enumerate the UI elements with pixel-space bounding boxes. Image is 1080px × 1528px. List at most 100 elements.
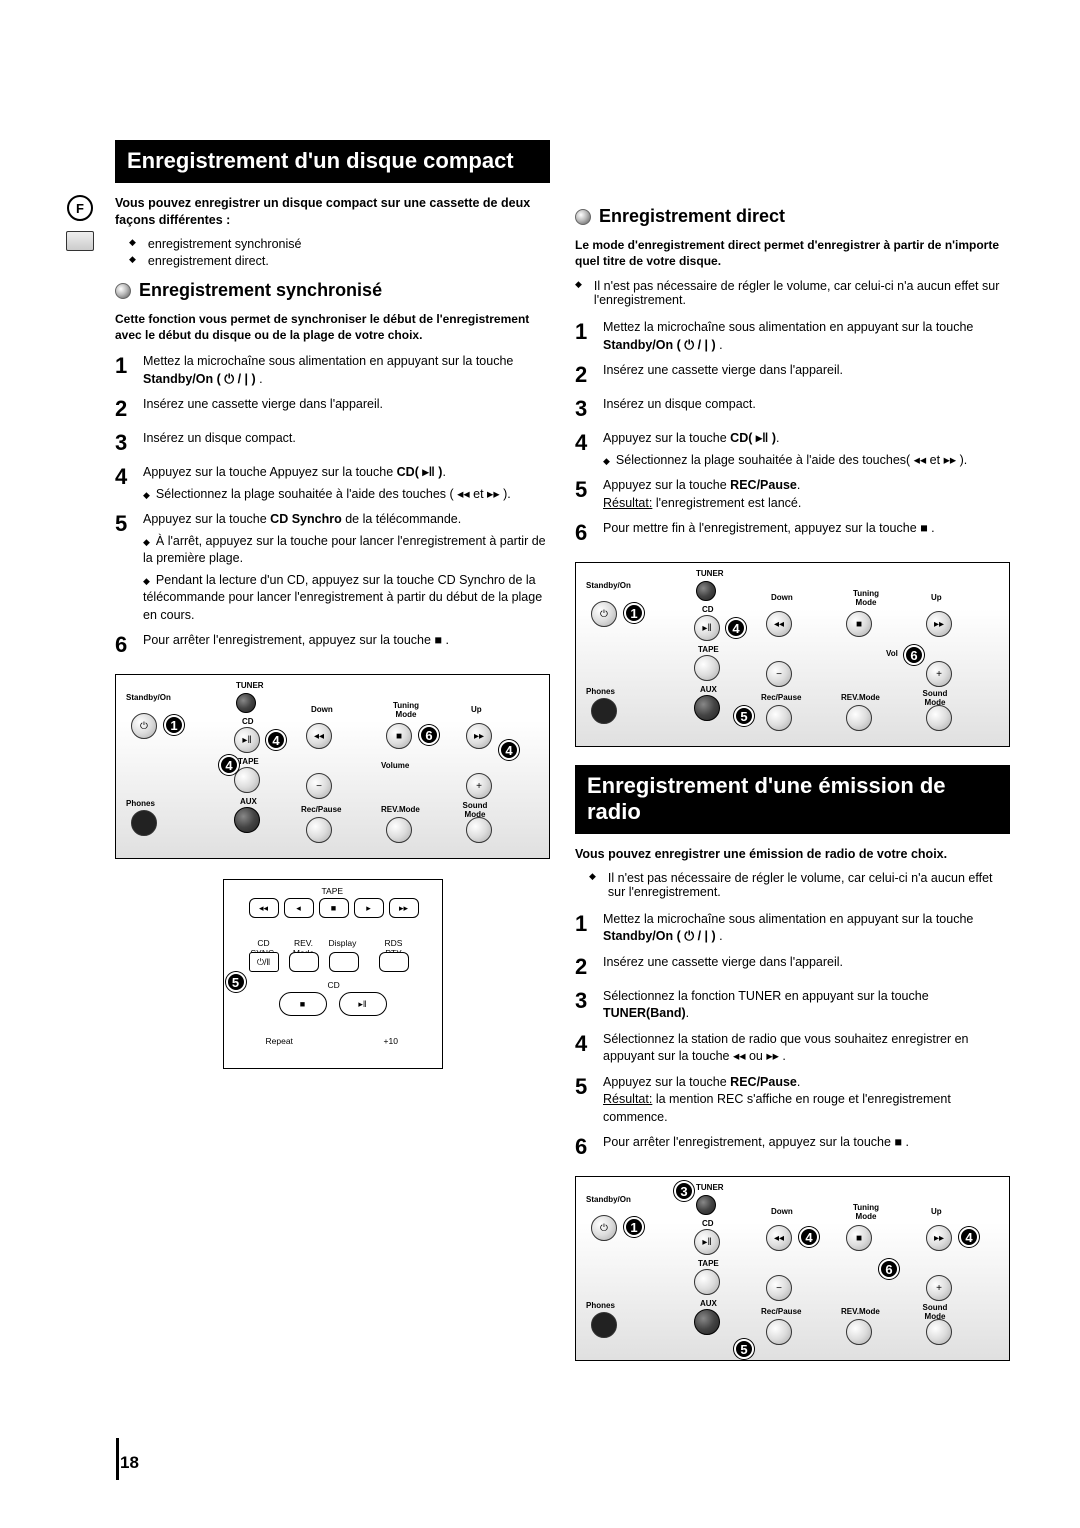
callout: 1 <box>624 1217 644 1237</box>
sub-heading: Enregistrement synchronisé <box>115 280 550 301</box>
panel-btn-rec <box>306 817 332 843</box>
panel-btn-tape <box>694 655 720 681</box>
remote-btn-display <box>329 952 359 972</box>
panel-btn-aux <box>234 807 260 833</box>
callout: 6 <box>419 725 439 745</box>
panel-btn-volplus: + <box>466 773 492 799</box>
panel-label-tuner: TUNER <box>696 569 724 578</box>
steps-direct: 1 Mettez la microchaîne sous alimentatio… <box>575 319 1010 546</box>
panel-btn-volplus: + <box>926 1275 952 1301</box>
step-number: 2 <box>115 396 133 422</box>
page-number: 18 <box>120 1453 139 1473</box>
panel-label-volume: Volume <box>381 761 409 770</box>
remote-btn-cdstop: ■ <box>279 992 327 1016</box>
remote-btn-stop: ■ <box>319 898 349 918</box>
step-number: 3 <box>575 988 593 1023</box>
step-body: Mettez la microchaîne sous alimentation … <box>143 353 550 388</box>
callout: 4 <box>266 730 286 750</box>
panel-btn-aux <box>694 1309 720 1335</box>
panel-btn-prev: ◂◂ <box>766 611 792 637</box>
front-panel-diagram-synchro: Standby/On ⏻ TUNER CD ▸‖ TAPE AUX Phones… <box>115 674 550 859</box>
remote-btn-rw: ◂◂ <box>249 898 279 918</box>
panel-btn-stop: ■ <box>846 1225 872 1251</box>
step-body: Sélectionnez la station de radio que vou… <box>603 1031 1010 1066</box>
callout: 4 <box>726 618 746 638</box>
callout: 1 <box>164 715 184 735</box>
panel-btn-rev <box>386 817 412 843</box>
bullet3d-icon <box>115 283 131 299</box>
panel-label-aux: AUX <box>700 1299 717 1308</box>
remote-label-display: Display <box>329 938 357 948</box>
note: Il n'est pas nécessaire de régler le vol… <box>589 871 1010 899</box>
panel-label-tuning: Tuning Mode <box>391 701 421 719</box>
step-number: 2 <box>575 362 593 388</box>
language-marker-f: F <box>67 195 93 221</box>
step-body: Pour arrêter l'enregistrement, appuyez s… <box>603 1134 1010 1160</box>
callout: 4 <box>499 740 519 760</box>
panel-btn-power: ⏻ <box>591 1215 617 1241</box>
step-body: Pour arrêter l'enregistrement, appuyez s… <box>143 632 550 658</box>
remote-btn-ff: ▸▸ <box>389 898 419 918</box>
panel-btn-sound <box>926 705 952 731</box>
remote-btn-cdsync: ⏻/‖ <box>249 952 279 972</box>
panel-btn-cd: ▸‖ <box>694 615 720 641</box>
callout: 1 <box>624 603 644 623</box>
sub-heading: Enregistrement direct <box>575 206 1010 227</box>
step-body: Mettez la microchaîne sous alimentation … <box>603 319 1010 354</box>
step-number: 3 <box>575 396 593 422</box>
step-number: 1 <box>115 353 133 388</box>
panel-jack-phones <box>591 698 617 724</box>
panel-btn-next: ▸▸ <box>926 611 952 637</box>
step-number: 1 <box>575 911 593 946</box>
step-body: Insérez une cassette vierge dans l'appar… <box>603 362 1010 388</box>
panel-btn-prev: ◂◂ <box>306 723 332 749</box>
step-number: 6 <box>575 1134 593 1160</box>
panel-label-tuner: TUNER <box>696 1183 724 1192</box>
panel-label-tape: TAPE <box>698 1259 719 1268</box>
panel-label-down: Down <box>771 593 793 602</box>
panel-label-rec: Rec/Pause <box>761 1307 801 1316</box>
remote-label-repeat: Repeat <box>266 1036 293 1046</box>
step-number: 1 <box>575 319 593 354</box>
step-body: Insérez un disque compact. <box>143 430 550 456</box>
step-body: Insérez un disque compact. <box>603 396 1010 422</box>
panel-btn-power: ⏻ <box>131 713 157 739</box>
panel-btn-next: ▸▸ <box>926 1225 952 1251</box>
panel-btn-tape <box>234 767 260 793</box>
panel-btn-sound <box>926 1319 952 1345</box>
panel-btn-next: ▸▸ <box>466 723 492 749</box>
panel-label-rev: REV.Mode <box>841 1307 880 1316</box>
step-number: 4 <box>115 464 133 503</box>
callout: 6 <box>904 645 924 665</box>
remote-label-plus10: +10 <box>384 1036 398 1046</box>
panel-label-cd: CD <box>702 605 714 614</box>
step-body: Pour mettre fin à l'enregistrement, appu… <box>603 520 1010 546</box>
panel-label-up: Up <box>931 593 942 602</box>
panel-label-up: Up <box>471 705 482 714</box>
panel-label-tuning: Tuning Mode <box>851 589 881 607</box>
panel-jack-phones <box>591 1312 617 1338</box>
callout: 6 <box>879 1259 899 1279</box>
remote-btn-rev <box>289 952 319 972</box>
panel-btn-tape <box>694 1269 720 1295</box>
callout: 3 <box>674 1181 694 1201</box>
section-title: Enregistrement d'une émission de radio <box>575 765 1010 834</box>
bullet-item: enregistrement direct. <box>129 254 550 268</box>
remote-btn-cdplay: ▸‖ <box>339 992 387 1016</box>
step-body: Appuyez sur la touche REC/Pause. Résulta… <box>603 477 1010 512</box>
panel-btn-rec <box>766 1319 792 1345</box>
content-columns: Enregistrement d'un disque compact Vous … <box>115 140 1015 1361</box>
side-icons: F <box>60 195 100 251</box>
intro-text: Vous pouvez enregistrer un disque compac… <box>115 195 550 229</box>
panel-label-up: Up <box>931 1207 942 1216</box>
panel-label-phones: Phones <box>586 687 615 696</box>
panel-label-standby: Standby/On <box>586 581 631 590</box>
panel-label-phones: Phones <box>586 1301 615 1310</box>
panel-label-down: Down <box>311 705 333 714</box>
bullet3d-icon <box>575 209 591 225</box>
steps-radio: 1 Mettez la microchaîne sous alimentatio… <box>575 911 1010 1161</box>
panel-btn-cd: ▸‖ <box>234 727 260 753</box>
remote-btn-play: ▸ <box>354 898 384 918</box>
callout: 4 <box>799 1227 819 1247</box>
right-column: Enregistrement direct Le mode d'enregist… <box>575 140 1010 1361</box>
